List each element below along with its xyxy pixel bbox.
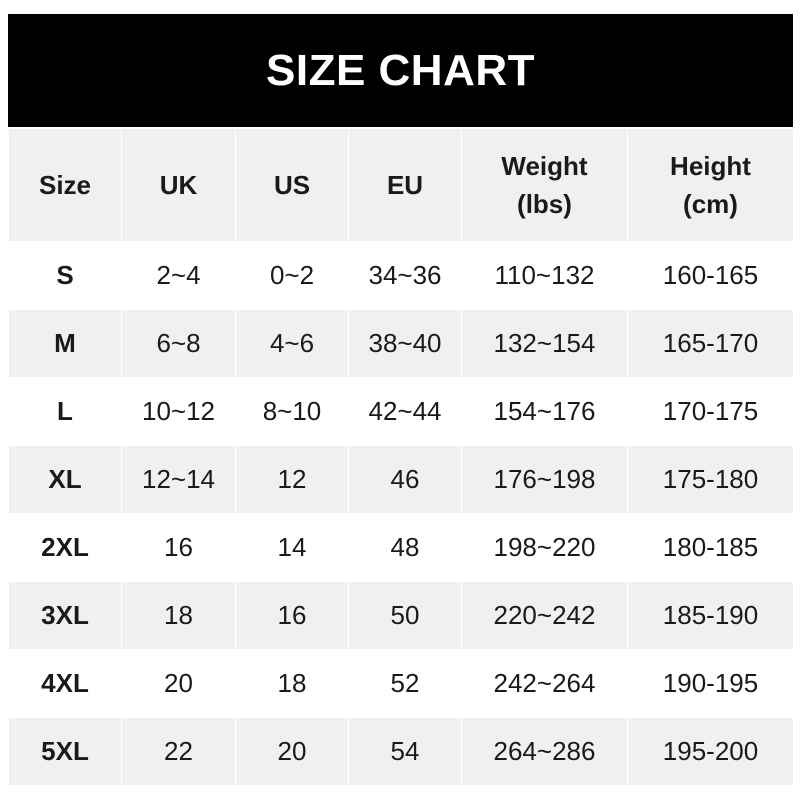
table-row: 4XL 20 18 52 242~264 190-195 <box>8 649 794 718</box>
header-weight: Weight (lbs) <box>461 128 628 242</box>
cell-height: 165-170 <box>627 309 794 378</box>
header-unit: (cm) <box>683 189 738 219</box>
cell-size: 4XL <box>8 649 122 718</box>
cell-height: 180-185 <box>627 513 794 582</box>
cell-size: 2XL <box>8 513 122 582</box>
cell-size: S <box>8 241 122 310</box>
header-label: Height <box>670 151 751 181</box>
header-row: Size UK US EU Weight (lbs) Height (cm) <box>8 128 794 242</box>
table-row: 3XL 18 16 50 220~242 185-190 <box>8 581 794 650</box>
cell-height: 195-200 <box>627 717 794 786</box>
cell-size: M <box>8 309 122 378</box>
table-row: M 6~8 4~6 38~40 132~154 165-170 <box>8 309 794 378</box>
cell-eu: 52 <box>348 649 462 718</box>
header-size: Size <box>8 128 122 242</box>
cell-eu: 38~40 <box>348 309 462 378</box>
cell-uk: 18 <box>121 581 236 650</box>
cell-weight: 132~154 <box>461 309 628 378</box>
cell-height: 190-195 <box>627 649 794 718</box>
cell-height: 185-190 <box>627 581 794 650</box>
cell-eu: 54 <box>348 717 462 786</box>
cell-uk: 10~12 <box>121 377 236 446</box>
table-row: S 2~4 0~2 34~36 110~132 160-165 <box>8 241 794 310</box>
cell-eu: 34~36 <box>348 241 462 310</box>
cell-eu: 42~44 <box>348 377 462 446</box>
cell-us: 8~10 <box>235 377 349 446</box>
cell-us: 20 <box>235 717 349 786</box>
cell-uk: 22 <box>121 717 236 786</box>
table-row: 2XL 16 14 48 198~220 180-185 <box>8 513 794 582</box>
table-row: L 10~12 8~10 42~44 154~176 170-175 <box>8 377 794 446</box>
cell-weight: 154~176 <box>461 377 628 446</box>
size-chart-table: Size UK US EU Weight (lbs) Height (cm) S 2~… <box>8 128 794 786</box>
cell-size: XL <box>8 445 122 514</box>
header-label: US <box>273 170 311 200</box>
header-label: Size <box>38 170 92 200</box>
header-uk: UK <box>121 128 236 242</box>
cell-weight: 264~286 <box>461 717 628 786</box>
cell-eu: 50 <box>348 581 462 650</box>
cell-us: 0~2 <box>235 241 349 310</box>
cell-us: 18 <box>235 649 349 718</box>
cell-us: 12 <box>235 445 349 514</box>
cell-eu: 48 <box>348 513 462 582</box>
cell-weight: 220~242 <box>461 581 628 650</box>
cell-uk: 6~8 <box>121 309 236 378</box>
header-eu: EU <box>348 128 462 242</box>
cell-height: 160-165 <box>627 241 794 310</box>
cell-height: 170-175 <box>627 377 794 446</box>
cell-weight: 110~132 <box>461 241 628 310</box>
cell-size: L <box>8 377 122 446</box>
cell-us: 14 <box>235 513 349 582</box>
cell-us: 4~6 <box>235 309 349 378</box>
header-height: Height (cm) <box>627 128 794 242</box>
table-row: 5XL 22 20 54 264~286 195-200 <box>8 717 794 786</box>
size-chart-title: SIZE CHART <box>8 14 793 127</box>
header-us: US <box>235 128 349 242</box>
header-label: EU <box>386 170 424 200</box>
cell-uk: 16 <box>121 513 236 582</box>
cell-size: 3XL <box>8 581 122 650</box>
cell-uk: 2~4 <box>121 241 236 310</box>
cell-height: 175-180 <box>627 445 794 514</box>
table-row: XL 12~14 12 46 176~198 175-180 <box>8 445 794 514</box>
header-unit: (lbs) <box>517 189 572 219</box>
header-label: UK <box>159 170 198 200</box>
cell-weight: 176~198 <box>461 445 628 514</box>
cell-eu: 46 <box>348 445 462 514</box>
header-label: Weight <box>501 151 588 181</box>
cell-weight: 242~264 <box>461 649 628 718</box>
cell-uk: 12~14 <box>121 445 236 514</box>
cell-size: 5XL <box>8 717 122 786</box>
cell-weight: 198~220 <box>461 513 628 582</box>
cell-uk: 20 <box>121 649 236 718</box>
cell-us: 16 <box>235 581 349 650</box>
